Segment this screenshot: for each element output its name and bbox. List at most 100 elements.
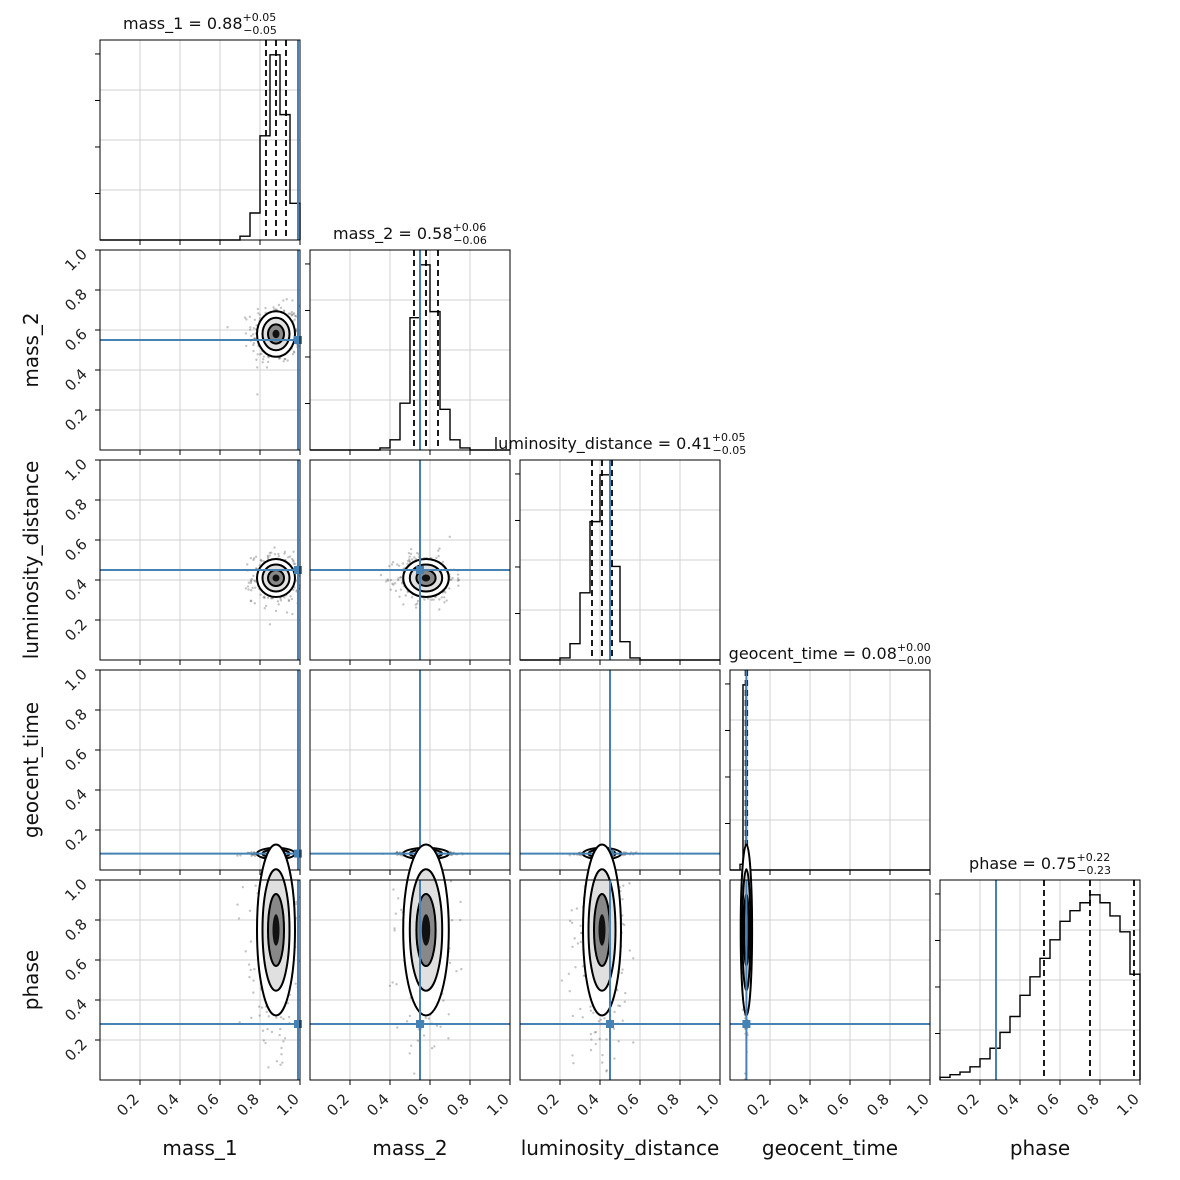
x-tick-label: 1.0 bbox=[693, 1090, 723, 1120]
scatter-point bbox=[448, 961, 452, 965]
title-plus: +0.05 bbox=[243, 11, 277, 24]
title-mass_2: mass_2 = 0.58+0.06 −0.06 bbox=[333, 221, 487, 247]
scatter-point bbox=[392, 888, 395, 891]
scatter-point bbox=[236, 854, 239, 857]
density-peak bbox=[272, 574, 280, 582]
y-tick-label: 0.4 bbox=[61, 575, 91, 605]
scatter-point bbox=[249, 940, 253, 943]
y-tick-label: 1.0 bbox=[61, 875, 91, 905]
scatter-point bbox=[449, 880, 453, 883]
scatter-point bbox=[409, 552, 413, 556]
title-text: luminosity_distance = 0.41 bbox=[494, 434, 712, 454]
scatter-point bbox=[621, 968, 624, 971]
scatter-point bbox=[244, 950, 247, 953]
scatter-point bbox=[237, 917, 241, 920]
scatter-point bbox=[256, 307, 260, 311]
scatter-point bbox=[255, 358, 258, 361]
scatter-point bbox=[236, 903, 239, 906]
panel-frame bbox=[729, 879, 931, 1081]
corner-panels bbox=[95, 39, 1141, 1085]
x-tick-label: 0.8 bbox=[233, 1090, 263, 1120]
title-minus: −0.23 bbox=[1077, 864, 1111, 877]
scatter-point bbox=[447, 1013, 450, 1016]
scatter-point bbox=[270, 551, 273, 554]
panel-frame bbox=[939, 879, 1141, 1081]
scatter-point bbox=[261, 358, 265, 361]
panel-frame bbox=[729, 669, 931, 871]
panel-grid bbox=[730, 670, 931, 870]
x-tick-label: 0.4 bbox=[783, 1090, 813, 1120]
panel-frame bbox=[309, 669, 511, 871]
x-tick-label: 0.2 bbox=[113, 1090, 143, 1120]
scatter-point bbox=[406, 562, 409, 565]
scatter-point bbox=[592, 1011, 595, 1015]
histogram-mass_1 bbox=[100, 54, 301, 241]
scatter-point bbox=[294, 900, 298, 904]
scatter-point bbox=[283, 357, 286, 361]
scatter-point bbox=[410, 558, 414, 561]
scatter-point bbox=[252, 349, 255, 353]
scatter-point bbox=[439, 1025, 442, 1028]
scatter-point bbox=[613, 1057, 616, 1060]
truth-marker bbox=[294, 566, 302, 574]
scatter-point bbox=[408, 1014, 412, 1018]
scatter-point bbox=[293, 586, 296, 589]
scatter-point bbox=[395, 850, 399, 854]
scatter-point bbox=[456, 579, 460, 582]
scatter-point bbox=[612, 1027, 616, 1030]
y-axis-label-mass_2: mass_2 bbox=[19, 312, 43, 387]
scatter-point bbox=[416, 602, 419, 605]
scatter-point bbox=[408, 555, 411, 558]
scatter-point bbox=[249, 968, 252, 972]
scatter-point bbox=[385, 580, 388, 583]
scatter-point bbox=[560, 979, 564, 982]
scatter-point bbox=[402, 603, 405, 606]
scatter-point bbox=[279, 599, 283, 602]
scatter-point bbox=[290, 310, 294, 314]
scatter-point bbox=[253, 967, 256, 971]
scatter-point bbox=[274, 609, 278, 613]
y-tick-label: 0.6 bbox=[61, 745, 91, 775]
scatter-point bbox=[267, 1066, 270, 1069]
scatter-point bbox=[292, 550, 295, 553]
panel-phase-vs-mass_1 bbox=[95, 843, 302, 1085]
scatter-point bbox=[460, 967, 463, 971]
scatter-point bbox=[287, 556, 290, 559]
scatter-point bbox=[283, 550, 287, 553]
panel-frame bbox=[309, 249, 511, 451]
scatter-point bbox=[290, 313, 294, 316]
scatter-point bbox=[390, 563, 394, 566]
y-tick-label: 0.8 bbox=[61, 705, 91, 735]
x-axis-label-luminosity_distance: luminosity_distance bbox=[521, 1136, 720, 1160]
scatter-point bbox=[249, 579, 253, 582]
scatter-point bbox=[269, 597, 273, 600]
scatter-point bbox=[603, 1017, 606, 1020]
scatter-point bbox=[580, 854, 583, 857]
scatter-point bbox=[245, 344, 248, 348]
scatter-point bbox=[622, 884, 625, 887]
density-peak bbox=[272, 329, 280, 339]
scatter-point bbox=[292, 312, 296, 315]
x-axis-label-phase: phase bbox=[1010, 1136, 1070, 1160]
scatter-point bbox=[570, 921, 574, 925]
histogram-phase bbox=[939, 894, 1141, 1080]
scatter-point bbox=[613, 1010, 616, 1014]
scatter-point bbox=[251, 586, 254, 590]
scatter-point bbox=[401, 562, 405, 565]
scatter-point bbox=[252, 557, 256, 560]
x-tick-label: 0.6 bbox=[403, 1090, 433, 1120]
scatter-point bbox=[422, 1034, 426, 1037]
scatter-point bbox=[266, 596, 270, 600]
scatter-point bbox=[252, 979, 255, 982]
x-tick-label: 0.8 bbox=[863, 1090, 893, 1120]
scatter-point bbox=[275, 1060, 279, 1063]
scatter-point bbox=[571, 945, 574, 949]
scatter-point bbox=[628, 949, 632, 952]
scatter-point bbox=[618, 1004, 622, 1008]
scatter-point bbox=[247, 963, 251, 966]
scatter-point bbox=[413, 1072, 416, 1075]
scatter-point bbox=[278, 1033, 281, 1037]
scatter-point bbox=[248, 328, 252, 331]
scatter-point bbox=[275, 1016, 278, 1019]
scatter-point bbox=[393, 927, 396, 930]
